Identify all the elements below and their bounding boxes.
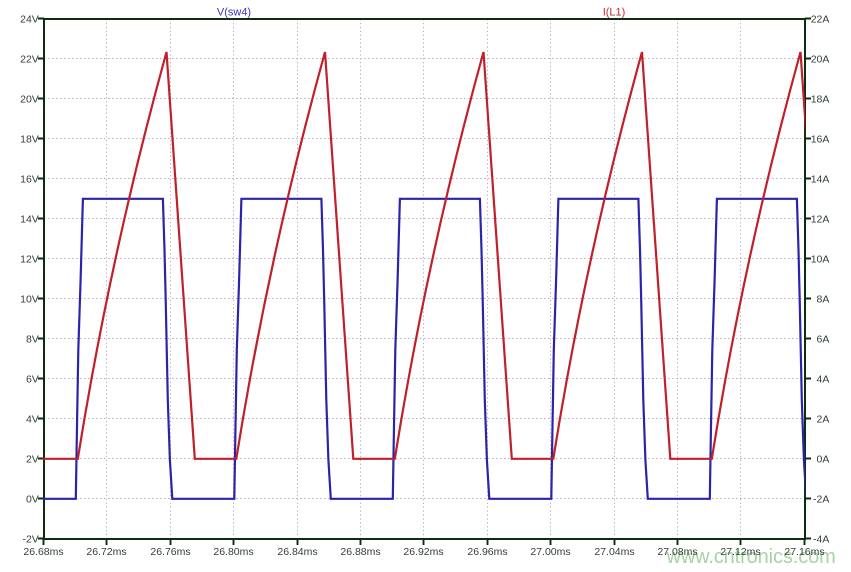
svg-text:-2V: -2V <box>22 533 38 545</box>
svg-text:27.08ms: 27.08ms <box>657 546 697 558</box>
svg-text:27.00ms: 27.00ms <box>530 546 570 558</box>
svg-text:4V: 4V <box>26 413 39 425</box>
svg-text:V(sw4): V(sw4) <box>217 7 251 19</box>
svg-text:8A: 8A <box>817 293 830 305</box>
svg-text:26.92ms: 26.92ms <box>403 546 443 558</box>
svg-text:4A: 4A <box>817 373 830 385</box>
svg-text:26.76ms: 26.76ms <box>150 546 190 558</box>
svg-text:12V: 12V <box>20 253 39 265</box>
svg-text:16V: 16V <box>20 173 39 185</box>
svg-text:26.72ms: 26.72ms <box>86 546 126 558</box>
svg-text:14V: 14V <box>20 213 39 225</box>
svg-text:www.cntronics.com: www.cntronics.com <box>666 546 836 568</box>
svg-text:26.88ms: 26.88ms <box>340 546 380 558</box>
svg-text:20V: 20V <box>20 93 39 105</box>
svg-text:0A: 0A <box>817 453 830 465</box>
svg-text:10V: 10V <box>20 293 39 305</box>
svg-text:27.04ms: 27.04ms <box>594 546 634 558</box>
svg-text:-4A: -4A <box>813 533 829 545</box>
svg-text:18A: 18A <box>811 93 830 105</box>
svg-text:I(L1): I(L1) <box>603 7 626 19</box>
svg-text:6V: 6V <box>26 373 39 385</box>
svg-text:27.12ms: 27.12ms <box>720 546 760 558</box>
svg-text:18V: 18V <box>20 133 39 145</box>
svg-text:2V: 2V <box>26 453 39 465</box>
svg-text:12A: 12A <box>811 213 830 225</box>
svg-text:26.84ms: 26.84ms <box>277 546 317 558</box>
svg-text:0V: 0V <box>26 493 39 505</box>
svg-text:8V: 8V <box>26 333 39 345</box>
svg-text:16A: 16A <box>811 133 830 145</box>
svg-text:27.16ms: 27.16ms <box>784 546 824 558</box>
svg-text:22V: 22V <box>20 53 39 65</box>
svg-text:24V: 24V <box>20 13 39 25</box>
svg-text:10A: 10A <box>811 253 830 265</box>
svg-text:26.96ms: 26.96ms <box>467 546 507 558</box>
svg-text:26.80ms: 26.80ms <box>213 546 253 558</box>
svg-text:14A: 14A <box>811 173 830 185</box>
svg-text:22A: 22A <box>811 13 830 25</box>
svg-text:6A: 6A <box>817 333 830 345</box>
svg-text:-2A: -2A <box>813 493 829 505</box>
svg-text:20A: 20A <box>811 53 830 65</box>
svg-text:26.68ms: 26.68ms <box>23 546 63 558</box>
svg-text:2A: 2A <box>817 413 830 425</box>
